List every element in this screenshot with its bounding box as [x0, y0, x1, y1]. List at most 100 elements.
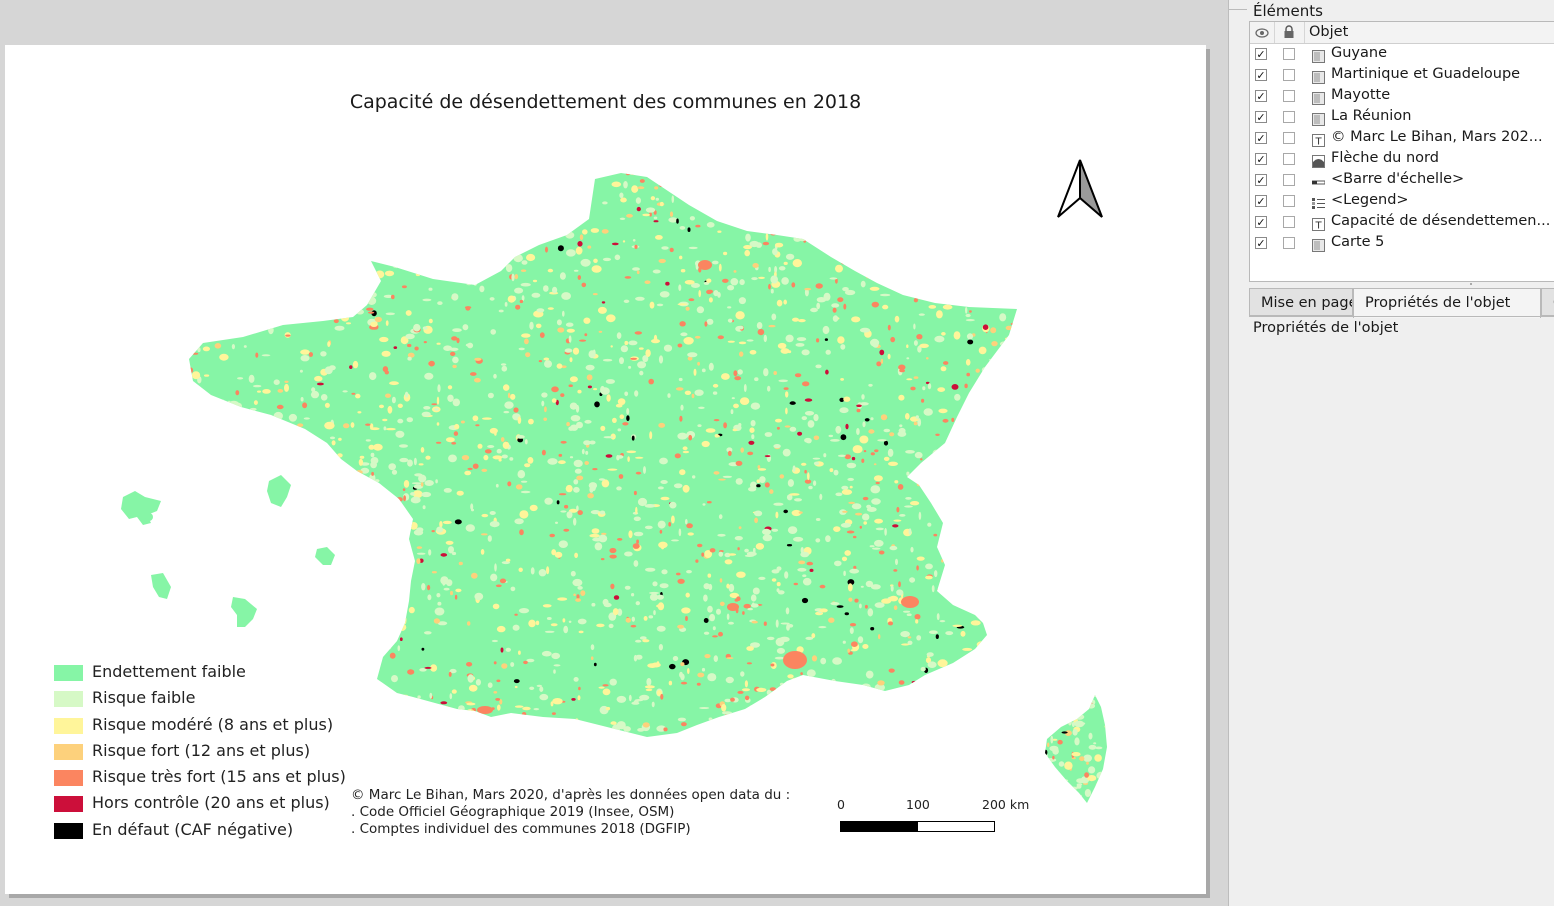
commune-patch — [464, 306, 472, 309]
commune-patch — [643, 466, 646, 474]
commune-patch — [399, 701, 405, 708]
items-list[interactable]: Objet ✓ Guyane ✓ Martinique et Guadeloupe ✓ M… — [1249, 21, 1554, 285]
visibility-checkbox[interactable]: ✓ — [1255, 69, 1267, 82]
lock-checkbox[interactable] — [1283, 132, 1295, 144]
commune-patch — [994, 630, 1004, 638]
commune-patch — [502, 441, 510, 449]
tab-mise-en-page[interactable]: Mise en page — [1249, 288, 1353, 316]
commune-patch — [483, 454, 489, 461]
commune-patch — [264, 475, 270, 480]
visibility-checkbox[interactable]: ✓ — [1255, 237, 1267, 250]
commune-patch — [573, 486, 580, 493]
item-row[interactable]: ✓ La Réunion — [1250, 107, 1554, 128]
commune-patch — [379, 623, 387, 631]
item-row[interactable]: ✓ T Capacité de désendettemen... — [1250, 212, 1554, 233]
lock-checkbox[interactable] — [1283, 174, 1295, 186]
commune-patch — [392, 261, 401, 269]
commune-patch — [382, 366, 389, 373]
commune-patch — [954, 557, 958, 563]
commune-patch — [899, 369, 905, 373]
commune-patch — [286, 206, 290, 212]
commune-patch — [750, 594, 757, 602]
commune-patch — [539, 332, 545, 338]
commune-patch — [917, 223, 925, 229]
commune-patch — [836, 605, 844, 608]
commune-patch — [482, 233, 486, 238]
item-row[interactable]: ✓ Flèche du nord — [1250, 149, 1554, 170]
commune-patch — [377, 189, 385, 195]
commune-patch — [635, 296, 645, 301]
visibility-checkbox[interactable]: ✓ — [1255, 90, 1267, 103]
item-row[interactable]: ✓ Guyane — [1250, 44, 1554, 65]
commune-patch — [518, 650, 521, 655]
commune-patch — [937, 213, 945, 222]
layout-canvas[interactable]: Capacité de désendettement des communes … — [0, 0, 1228, 906]
lock-checkbox[interactable] — [1283, 111, 1295, 123]
item-row[interactable]: ✓ Mayotte — [1250, 86, 1554, 107]
commune-patch — [577, 510, 583, 516]
commune-patch — [696, 682, 701, 686]
legend-swatch — [54, 665, 83, 681]
visibility-column-header[interactable] — [1250, 22, 1275, 43]
lock-checkbox[interactable] — [1283, 48, 1295, 60]
commune-patch — [229, 512, 232, 517]
dock-splitter[interactable] — [1229, 0, 1247, 10]
commune-patch — [296, 618, 301, 626]
item-row[interactable]: ✓ Martinique et Guadeloupe — [1250, 65, 1554, 86]
commune-patch — [789, 426, 797, 432]
commune-patch — [518, 347, 525, 351]
lock-checkbox[interactable] — [1283, 153, 1295, 165]
lock-column-header[interactable] — [1274, 22, 1305, 43]
commune-patch — [679, 415, 683, 422]
commune-patch — [375, 614, 382, 619]
lock-checkbox[interactable] — [1283, 90, 1295, 102]
commune-patch — [719, 207, 723, 214]
visibility-checkbox[interactable]: ✓ — [1255, 153, 1267, 166]
commune-patch — [1084, 789, 1091, 797]
commune-patch — [977, 194, 982, 201]
commune-patch — [964, 447, 971, 453]
visibility-checkbox[interactable]: ✓ — [1255, 174, 1267, 187]
lock-checkbox[interactable] — [1283, 195, 1295, 207]
commune-patch — [906, 378, 913, 381]
commune-patch — [219, 353, 229, 361]
item-row[interactable]: ✓ Carte 5 — [1250, 233, 1554, 254]
commune-patch — [542, 194, 554, 198]
resize-grip[interactable] — [1470, 283, 1472, 285]
visibility-checkbox[interactable]: ✓ — [1255, 216, 1267, 229]
print-layout-page[interactable]: Capacité de désendettement des communes … — [5, 45, 1206, 894]
commune-patch — [757, 468, 767, 471]
commune-patch — [547, 268, 554, 273]
commune-patch — [822, 325, 830, 335]
tab-proprietes-objet[interactable]: Propriétés de l'objet — [1353, 288, 1541, 318]
visibility-checkbox[interactable]: ✓ — [1255, 111, 1267, 124]
commune-patch — [794, 498, 802, 502]
commune-patch — [369, 710, 378, 718]
commune-patch — [1022, 441, 1028, 447]
commune-patch — [365, 423, 371, 426]
item-row[interactable]: ✓ <Legend> — [1250, 191, 1554, 212]
lock-checkbox[interactable] — [1283, 237, 1295, 249]
commune-patch — [499, 578, 507, 584]
commune-patch — [991, 496, 1002, 500]
commune-patch — [616, 486, 622, 491]
visibility-checkbox[interactable]: ✓ — [1255, 195, 1267, 208]
commune-patch — [321, 680, 325, 684]
commune-patch — [528, 181, 532, 184]
commune-patch — [280, 256, 291, 261]
commune-patch — [944, 276, 952, 280]
item-row[interactable]: ✓ <Barre d'échelle> — [1250, 170, 1554, 191]
tab-guides[interactable]: Gui — [1541, 288, 1554, 316]
lock-checkbox[interactable] — [1283, 69, 1295, 81]
visibility-checkbox[interactable]: ✓ — [1255, 132, 1267, 145]
item-row[interactable]: ✓ T © Marc Le Bihan, Mars 202... — [1250, 128, 1554, 149]
visibility-checkbox[interactable]: ✓ — [1255, 48, 1267, 61]
commune-patch — [885, 275, 889, 279]
commune-patch — [644, 504, 656, 508]
commune-patch — [880, 227, 890, 235]
commune-patch — [296, 682, 307, 687]
lock-checkbox[interactable] — [1283, 216, 1295, 228]
object-column-header[interactable]: Objet — [1309, 24, 1349, 40]
commune-patch — [503, 384, 510, 391]
commune-patch — [308, 541, 314, 550]
